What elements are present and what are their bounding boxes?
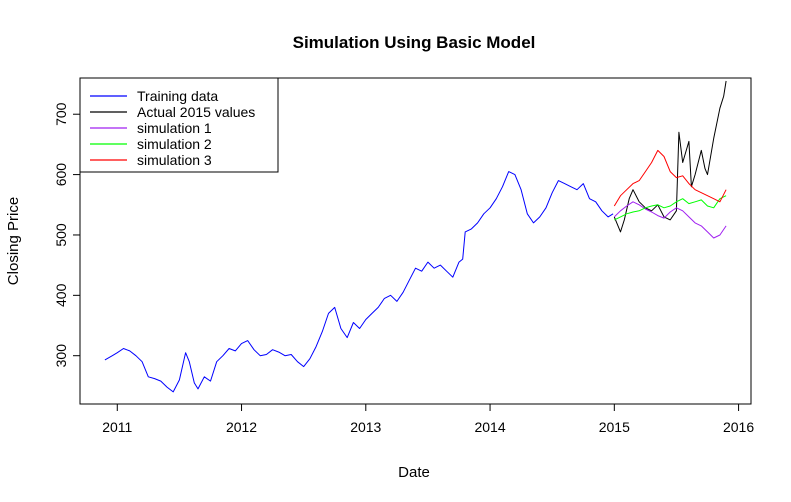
chart-title: Simulation Using Basic Model: [293, 33, 536, 52]
series-lines: [104, 80, 727, 393]
x-tick-label: 2014: [474, 419, 505, 435]
y-axis-label: Closing Price: [5, 197, 22, 285]
x-axis-label: Date: [398, 464, 430, 481]
y-tick-label: 600: [53, 163, 69, 187]
y-tick-label: 700: [53, 102, 69, 126]
x-tick-label: 2015: [599, 419, 630, 435]
series-line-3: [613, 201, 727, 239]
x-tick-label: 2013: [350, 419, 381, 435]
legend-entry: simulation 1: [137, 120, 212, 136]
legend-entry: simulation 2: [137, 136, 212, 152]
series-line-1: [104, 171, 614, 393]
series-line-4: [614, 195, 727, 221]
y-tick-label: 400: [53, 283, 69, 307]
x-tick-label: 2011: [102, 419, 132, 435]
x-axis: 2011 2012 2013 2014 2015 2016: [102, 403, 754, 435]
legend-entry: Training data: [137, 88, 218, 104]
series-line-2: [613, 80, 727, 233]
legend-entry: simulation 3: [137, 152, 212, 168]
legend-box: [79, 77, 279, 173]
y-tick-label: 500: [53, 223, 69, 247]
series-line-5: [613, 149, 727, 207]
y-axis: 300 400 500 600 700: [53, 102, 81, 368]
x-tick-label: 2012: [226, 419, 257, 435]
x-tick-label: 2016: [723, 419, 754, 435]
legend-entry: Actual 2015 values: [137, 104, 255, 120]
y-tick-label: 300: [53, 344, 69, 368]
